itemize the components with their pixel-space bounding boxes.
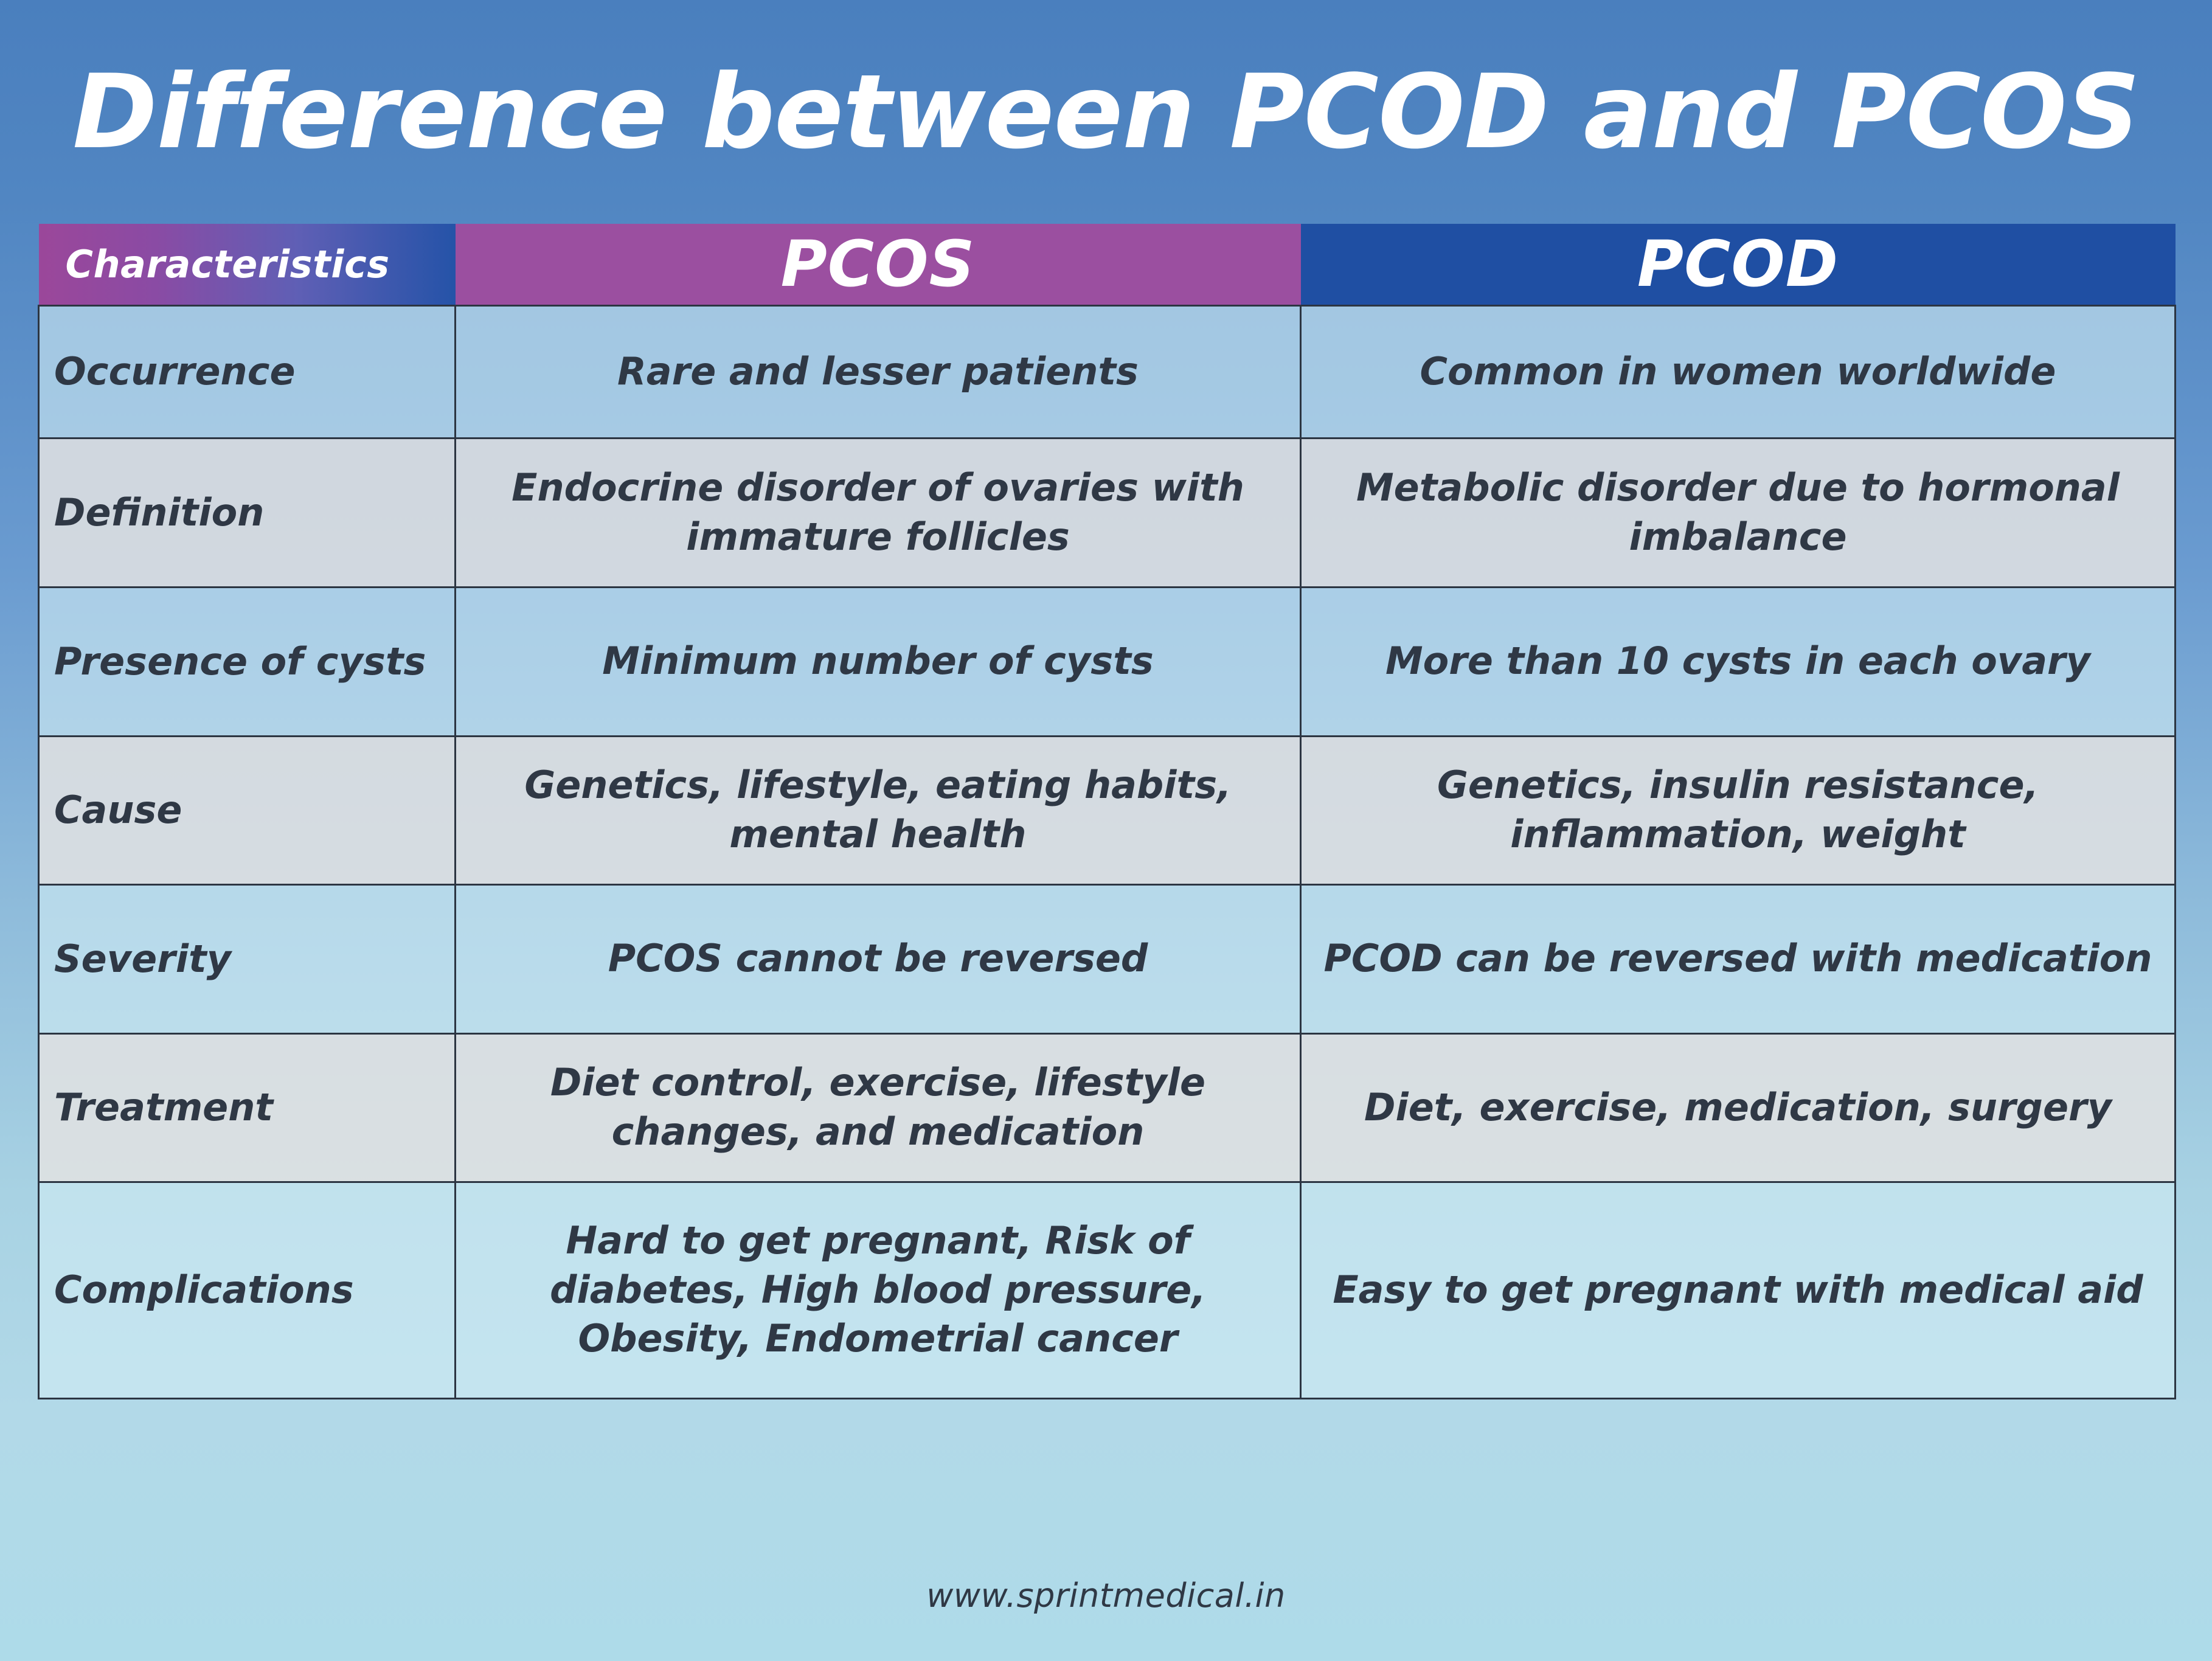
- cell-pcod-text: Easy to get pregnant with medical aid: [1333, 1267, 2143, 1312]
- cell-characteristic: Definition: [38, 437, 456, 588]
- cell-pcos-text: Rare and lesser patients: [617, 348, 1139, 394]
- cell-characteristic: Severity: [38, 883, 456, 1035]
- cell-pcod-text: Metabolic disorder due to hormonal imbal…: [1356, 465, 2120, 559]
- cell-characteristic: Presence of cysts: [38, 586, 456, 737]
- cell-pcos-text: Diet control, exercise, lifestyle change…: [550, 1060, 1206, 1154]
- column-header-pcod: PCOD: [1300, 224, 2176, 305]
- cell-pcos: Rare and lesser patients: [454, 304, 1302, 439]
- cell-pcos-text: Endocrine disorder of ovaries with immat…: [511, 465, 1244, 559]
- cell-characteristic-text: Presence of cysts: [54, 639, 426, 684]
- column-header-pcos: PCOS: [455, 224, 1301, 305]
- cell-pcod-text: More than 10 cysts in each ovary: [1385, 639, 2091, 684]
- cell-pcod: More than 10 cysts in each ovary: [1300, 586, 2176, 737]
- column-header-characteristics: Characteristics: [38, 224, 456, 305]
- cell-pcos-text: Hard to get pregnant, Risk of diabetes, …: [550, 1218, 1206, 1361]
- page-title: Difference between PCOD and PCOS: [72, 52, 2140, 172]
- cell-pcod: PCOD can be reversed with medication: [1300, 883, 2176, 1035]
- cell-pcos-text: PCOS cannot be reversed: [608, 936, 1148, 981]
- cell-pcod: Common in women worldwide: [1300, 304, 2176, 439]
- footer: www.sprintmedical.in: [0, 1576, 2212, 1615]
- comparison-table: Characteristics PCOS PCOD Occurrence Rar…: [38, 224, 2176, 1399]
- cell-characteristic-text: Cause: [54, 788, 182, 833]
- table-header-row: Characteristics PCOS PCOD: [38, 224, 2176, 305]
- footer-website-text: www.sprintmedical.in: [926, 1576, 1286, 1615]
- cell-pcos: Genetics, lifestyle, eating habits, ment…: [454, 735, 1302, 886]
- cell-pcos-text: Minimum number of cysts: [602, 639, 1154, 684]
- table-header: Characteristics PCOS PCOD: [38, 224, 2176, 305]
- column-header-pcod-label: PCOD: [1637, 227, 1839, 302]
- cell-pcod-text: Diet, exercise, medication, surgery: [1364, 1084, 2112, 1129]
- column-header-pcos-label: PCOS: [780, 227, 976, 302]
- table-row: Treatment Diet control, exercise, lifest…: [38, 1032, 2176, 1183]
- table-row: Severity PCOS cannot be reversed PCOD ca…: [38, 883, 2176, 1035]
- table-row: Definition Endocrine disorder of ovaries…: [38, 437, 2176, 588]
- cell-pcos: PCOS cannot be reversed: [454, 883, 1302, 1035]
- table-row: Cause Genetics, lifestyle, eating habits…: [38, 735, 2176, 886]
- table-row: Presence of cysts Minimum number of cyst…: [38, 586, 2176, 737]
- page-title-container: Difference between PCOD and PCOS: [0, 0, 2212, 224]
- cell-pcod: Diet, exercise, medication, surgery: [1300, 1032, 2176, 1183]
- table-row: Complications Hard to get pregnant, Risk…: [38, 1181, 2176, 1399]
- table-body: Occurrence Rare and lesser patients Comm…: [38, 304, 2176, 1399]
- cell-pcos: Hard to get pregnant, Risk of diabetes, …: [454, 1181, 1302, 1399]
- cell-characteristic-text: Occurrence: [54, 349, 296, 394]
- cell-characteristic-text: Treatment: [54, 1085, 274, 1130]
- cell-pcos: Diet control, exercise, lifestyle change…: [454, 1032, 1302, 1183]
- cell-pcod: Easy to get pregnant with medical aid: [1300, 1181, 2176, 1399]
- cell-characteristic: Occurrence: [38, 304, 456, 439]
- cell-characteristic: Cause: [38, 735, 456, 886]
- cell-pcos-text: Genetics, lifestyle, eating habits, ment…: [524, 763, 1232, 856]
- cell-pcod-text: Genetics, insulin resistance, inflammati…: [1437, 763, 2039, 856]
- cell-characteristic: Complications: [38, 1181, 456, 1399]
- cell-pcod: Metabolic disorder due to hormonal imbal…: [1300, 437, 2176, 588]
- cell-pcod-text: Common in women worldwide: [1420, 348, 2056, 394]
- table-row: Occurrence Rare and lesser patients Comm…: [38, 304, 2176, 439]
- cell-characteristic-text: Definition: [54, 490, 265, 535]
- column-header-characteristics-label: Characteristics: [65, 241, 390, 286]
- cell-characteristic: Treatment: [38, 1032, 456, 1183]
- cell-pcod: Genetics, insulin resistance, inflammati…: [1300, 735, 2176, 886]
- cell-pcos: Minimum number of cysts: [454, 586, 1302, 737]
- cell-characteristic-text: Severity: [54, 936, 232, 981]
- cell-pcod-text: PCOD can be reversed with medication: [1323, 936, 2152, 981]
- cell-characteristic-text: Complications: [54, 1267, 354, 1313]
- cell-pcos: Endocrine disorder of ovaries with immat…: [454, 437, 1302, 588]
